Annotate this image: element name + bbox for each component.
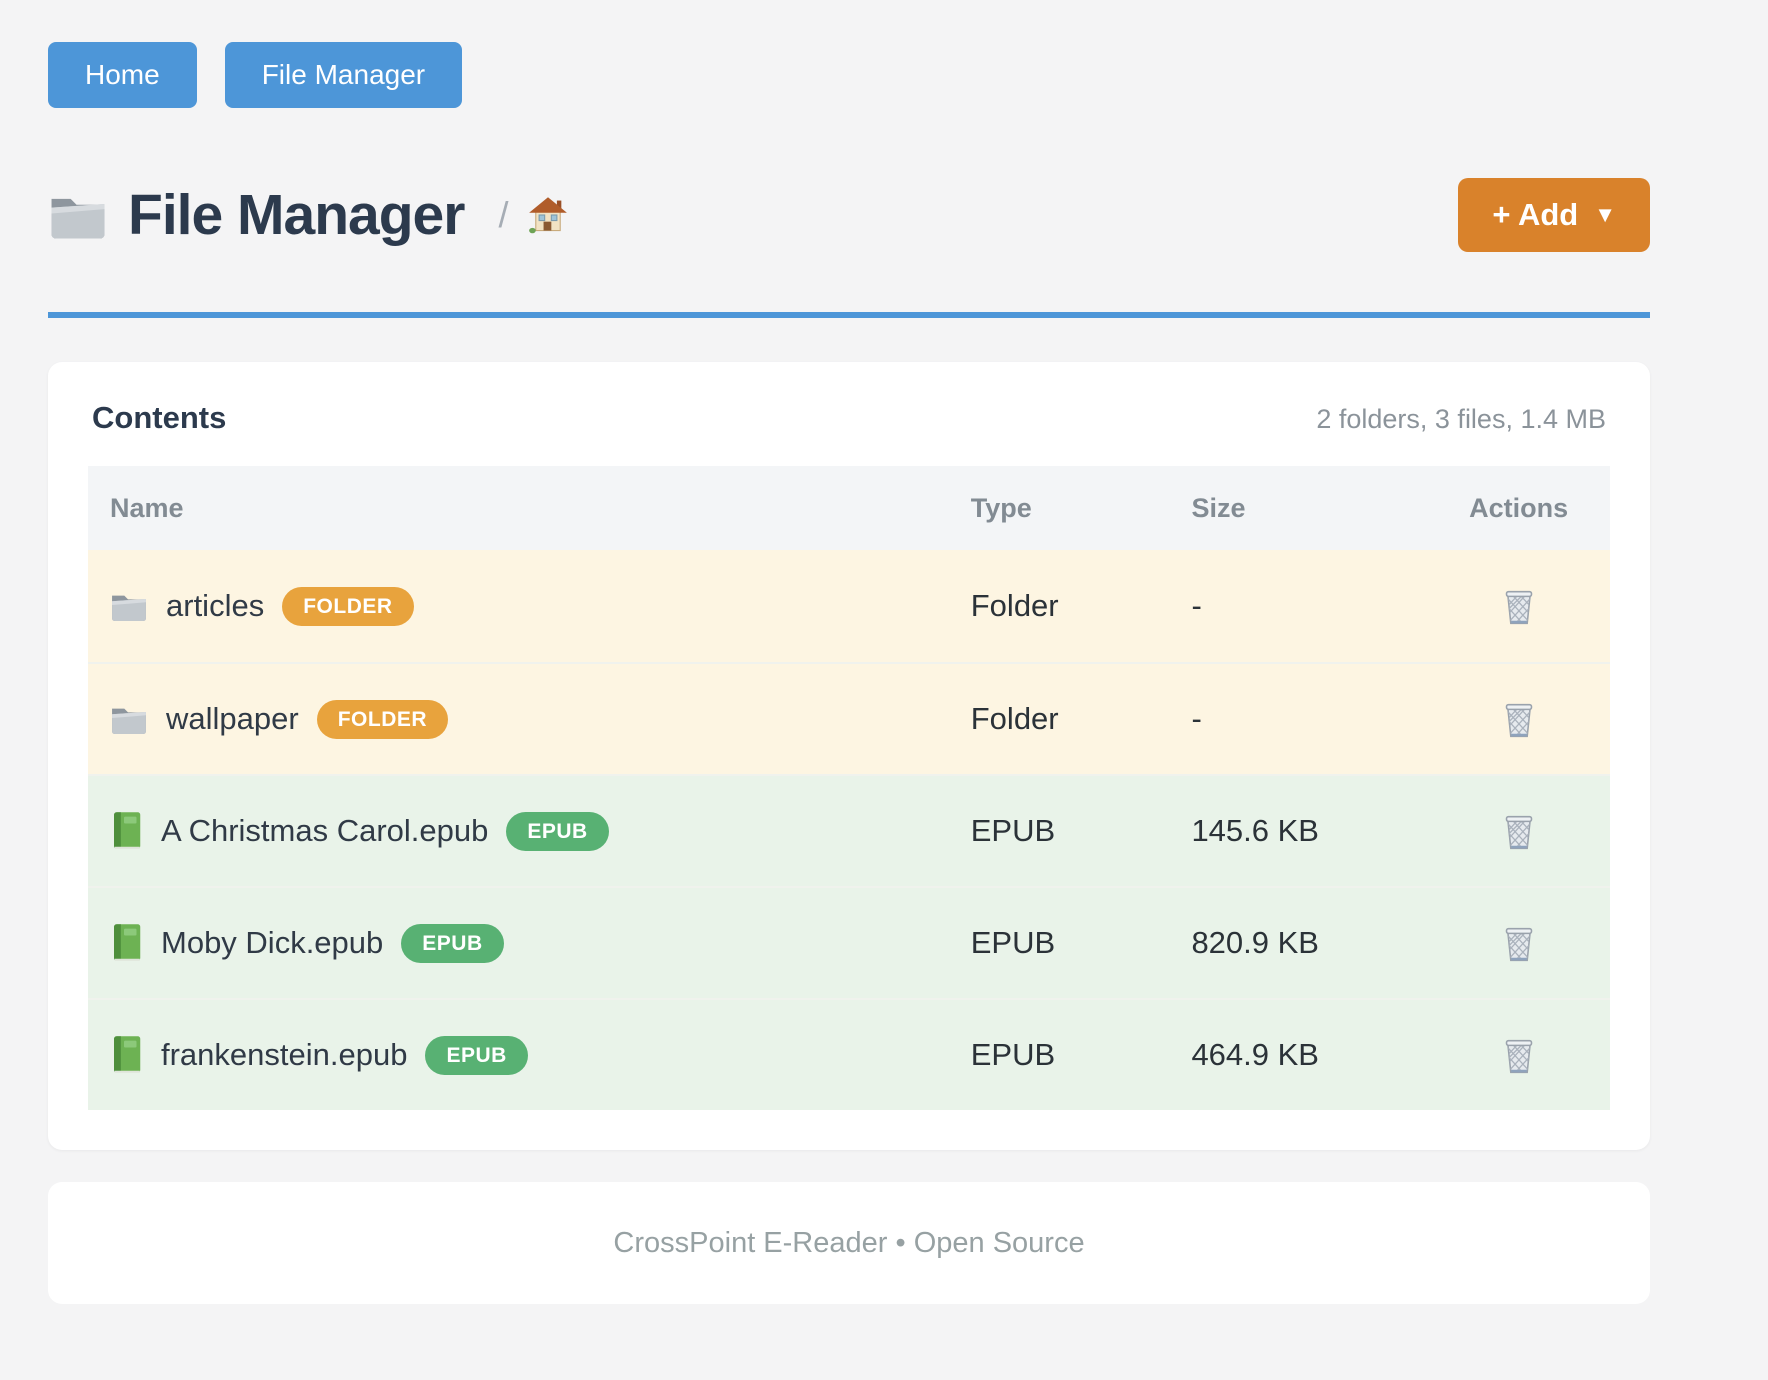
caret-down-icon: ▼ xyxy=(1594,202,1616,227)
delete-button[interactable] xyxy=(1498,1032,1540,1079)
page-header: File Manager / + Add ▼ xyxy=(48,178,1650,252)
delete-button[interactable] xyxy=(1498,696,1540,743)
file-name-link[interactable]: Moby Dick.epub xyxy=(161,925,384,960)
type-badge: EPUB xyxy=(425,1035,528,1075)
green-book-icon xyxy=(110,811,143,851)
size-cell: - xyxy=(1191,701,1202,736)
file-name-link[interactable]: articles xyxy=(166,588,265,623)
actions-cell xyxy=(1427,1032,1610,1079)
type-badge: EPUB xyxy=(506,811,609,851)
top-nav: Home File Manager xyxy=(48,42,1650,108)
wastebasket-icon xyxy=(1502,924,1536,963)
wastebasket-icon xyxy=(1502,700,1536,739)
type-cell: Folder xyxy=(970,701,1059,736)
wastebasket-icon xyxy=(1502,812,1536,851)
column-header-type: Type xyxy=(970,492,1032,523)
folder-icon xyxy=(110,590,148,622)
actions-cell xyxy=(1427,920,1610,967)
table-row[interactable]: articles FOLDER Folder - xyxy=(88,550,1610,662)
size-cell: 464.9 KB xyxy=(1191,1037,1319,1072)
size-cell: 820.9 KB xyxy=(1191,925,1319,960)
header-divider xyxy=(48,312,1650,318)
green-book-icon xyxy=(110,1035,143,1075)
type-badge: FOLDER xyxy=(316,699,449,739)
title-wrap: File Manager / xyxy=(48,182,568,248)
page-title: File Manager xyxy=(128,183,465,247)
size-cell: - xyxy=(1191,588,1202,623)
actions-cell xyxy=(1427,696,1610,743)
table-header-row: Name Type Size Actions xyxy=(88,466,1610,550)
type-cell: EPUB xyxy=(970,1037,1056,1072)
name-cell: A Christmas Carol.epub EPUB xyxy=(88,811,971,851)
name-cell: Moby Dick.epub EPUB xyxy=(88,923,971,963)
type-badge: FOLDER xyxy=(282,586,414,626)
type-cell: EPUB xyxy=(970,925,1056,960)
table-row[interactable]: wallpaper FOLDER Folder - xyxy=(88,662,1610,774)
name-cell: articles FOLDER xyxy=(88,586,971,626)
file-name-link[interactable]: A Christmas Carol.epub xyxy=(161,813,489,848)
table-body: articles FOLDER Folder - xyxy=(88,550,1610,1110)
table-row[interactable]: Moby Dick.epub EPUB EPUB 820.9 KB xyxy=(88,886,1610,998)
footer: CrossPoint E-Reader • Open Source xyxy=(48,1182,1650,1304)
add-button-label: + Add xyxy=(1492,197,1579,232)
column-header-size: Size xyxy=(1191,492,1246,523)
house-icon[interactable] xyxy=(528,196,568,234)
page: Home File Manager File Manager / xyxy=(48,0,1650,1304)
card-head: Contents 2 folders, 3 files, 1.4 MB xyxy=(88,400,1610,436)
contents-title: Contents xyxy=(92,400,227,435)
folder-icon xyxy=(110,703,148,735)
name-cell: frankenstein.epub EPUB xyxy=(88,1035,971,1075)
type-cell: Folder xyxy=(970,588,1059,623)
type-badge: EPUB xyxy=(401,923,504,963)
table-row[interactable]: A Christmas Carol.epub EPUB EPUB 145.6 K… xyxy=(88,774,1610,886)
column-header-name: Name xyxy=(110,492,184,523)
column-header-actions: Actions xyxy=(1469,492,1569,523)
file-table: Name Type Size Actions xyxy=(88,466,1610,1110)
add-button[interactable]: + Add ▼ xyxy=(1458,178,1650,252)
folder-icon xyxy=(48,190,108,240)
delete-button[interactable] xyxy=(1498,583,1540,630)
type-cell: EPUB xyxy=(970,813,1056,848)
green-book-icon xyxy=(110,923,143,963)
nav-home-button[interactable]: Home xyxy=(48,42,197,108)
size-cell: 145.6 KB xyxy=(1191,813,1319,848)
contents-card: Contents 2 folders, 3 files, 1.4 MB Name… xyxy=(48,362,1650,1150)
footer-text: CrossPoint E-Reader • Open Source xyxy=(613,1226,1085,1259)
delete-button[interactable] xyxy=(1498,808,1540,855)
file-name-link[interactable]: frankenstein.epub xyxy=(161,1037,408,1072)
breadcrumb-separator: / xyxy=(498,194,509,235)
table-row[interactable]: frankenstein.epub EPUB EPUB 464.9 KB xyxy=(88,998,1610,1110)
wastebasket-icon xyxy=(1502,587,1536,626)
actions-cell xyxy=(1427,808,1610,855)
actions-cell xyxy=(1427,583,1610,630)
wastebasket-icon xyxy=(1502,1036,1536,1075)
delete-button[interactable] xyxy=(1498,920,1540,967)
file-name-link[interactable]: wallpaper xyxy=(166,701,299,736)
name-cell: wallpaper FOLDER xyxy=(88,699,971,739)
nav-file-manager-button[interactable]: File Manager xyxy=(224,42,463,108)
contents-summary: 2 folders, 3 files, 1.4 MB xyxy=(1316,404,1606,434)
